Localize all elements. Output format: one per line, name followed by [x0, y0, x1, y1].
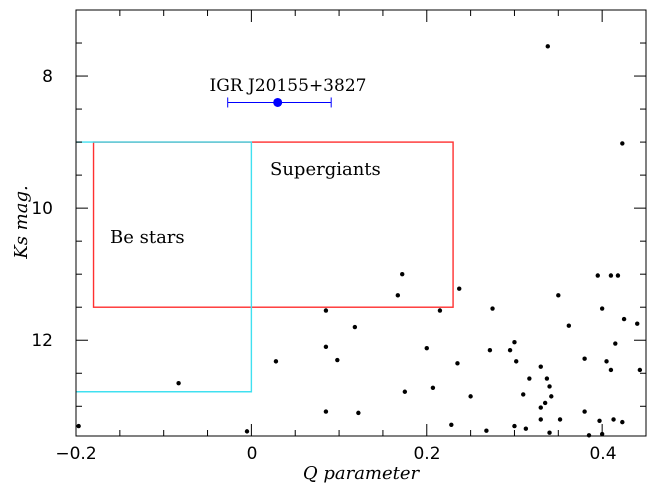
data-point	[597, 418, 602, 424]
data-point	[545, 44, 550, 49]
data-point	[437, 308, 443, 313]
data-point	[76, 423, 81, 429]
data-point	[449, 422, 454, 427]
data-point	[582, 356, 587, 361]
data-point	[356, 410, 361, 416]
y-tick-label: 12	[31, 331, 53, 351]
data-point	[620, 419, 625, 425]
data-point	[604, 359, 609, 364]
data-point	[273, 359, 279, 364]
data-point	[547, 384, 552, 389]
data-point	[484, 428, 489, 433]
data-point	[582, 409, 587, 414]
axis-ticks	[75, 10, 647, 436]
data-point	[176, 380, 181, 386]
data-point	[608, 273, 614, 278]
data-point	[538, 405, 543, 410]
data-point	[557, 417, 563, 422]
x-tick-label: 0.2	[413, 444, 440, 464]
be-stars-label: Be stars	[110, 227, 185, 248]
data-point	[620, 141, 625, 146]
data-point	[595, 273, 600, 278]
data-point	[544, 376, 550, 381]
data-point	[424, 345, 429, 351]
data-point	[352, 324, 358, 330]
data-point	[599, 306, 605, 311]
data-point	[586, 433, 592, 438]
data-point	[457, 286, 462, 291]
data-point	[615, 273, 621, 278]
data-point	[468, 394, 473, 399]
data-point	[637, 367, 643, 373]
data-point	[521, 392, 526, 397]
data-point	[523, 426, 529, 431]
x-tick-label: 0.4	[589, 444, 616, 464]
data-point	[244, 429, 250, 434]
data-point	[490, 306, 495, 311]
data-point	[608, 367, 614, 373]
data-point	[538, 417, 543, 422]
data-point	[512, 340, 517, 345]
data-point	[538, 364, 543, 369]
x-axis-label: Q parameter	[303, 463, 421, 484]
data-point	[323, 409, 329, 414]
data-point	[507, 347, 513, 353]
supergiants-region	[92, 141, 454, 308]
plot-marks	[76, 44, 643, 438]
data-point	[487, 347, 493, 353]
data-point	[621, 316, 627, 322]
y-tick-label: 8	[42, 67, 53, 87]
data-point	[323, 308, 329, 313]
data-point	[611, 417, 616, 422]
data-point	[323, 344, 329, 350]
data-point	[527, 376, 532, 381]
data-point	[455, 361, 460, 366]
data-point	[395, 293, 401, 298]
be-stars-region	[76, 141, 253, 393]
data-point	[556, 293, 561, 298]
y-axis-label: Ks mag.	[11, 185, 32, 259]
target-point	[273, 97, 283, 107]
data-point	[512, 423, 517, 429]
data-point	[335, 357, 340, 363]
data-point	[635, 321, 640, 326]
data-point	[402, 389, 408, 394]
data-point	[514, 359, 519, 364]
target-label: IGR J20155+3827	[210, 76, 367, 96]
data-point	[542, 400, 548, 406]
y-tick-label: 10	[31, 199, 53, 219]
x-tick-label: −0.2	[55, 444, 96, 464]
data-point	[613, 341, 618, 346]
data-point	[430, 385, 436, 390]
data-point	[549, 394, 554, 399]
data-point	[547, 430, 552, 435]
supergiants-label: Supergiants	[270, 159, 381, 180]
data-point	[566, 323, 572, 328]
plot-frame	[75, 9, 647, 437]
data-point	[400, 271, 405, 277]
x-tick-label: 0	[247, 444, 258, 464]
